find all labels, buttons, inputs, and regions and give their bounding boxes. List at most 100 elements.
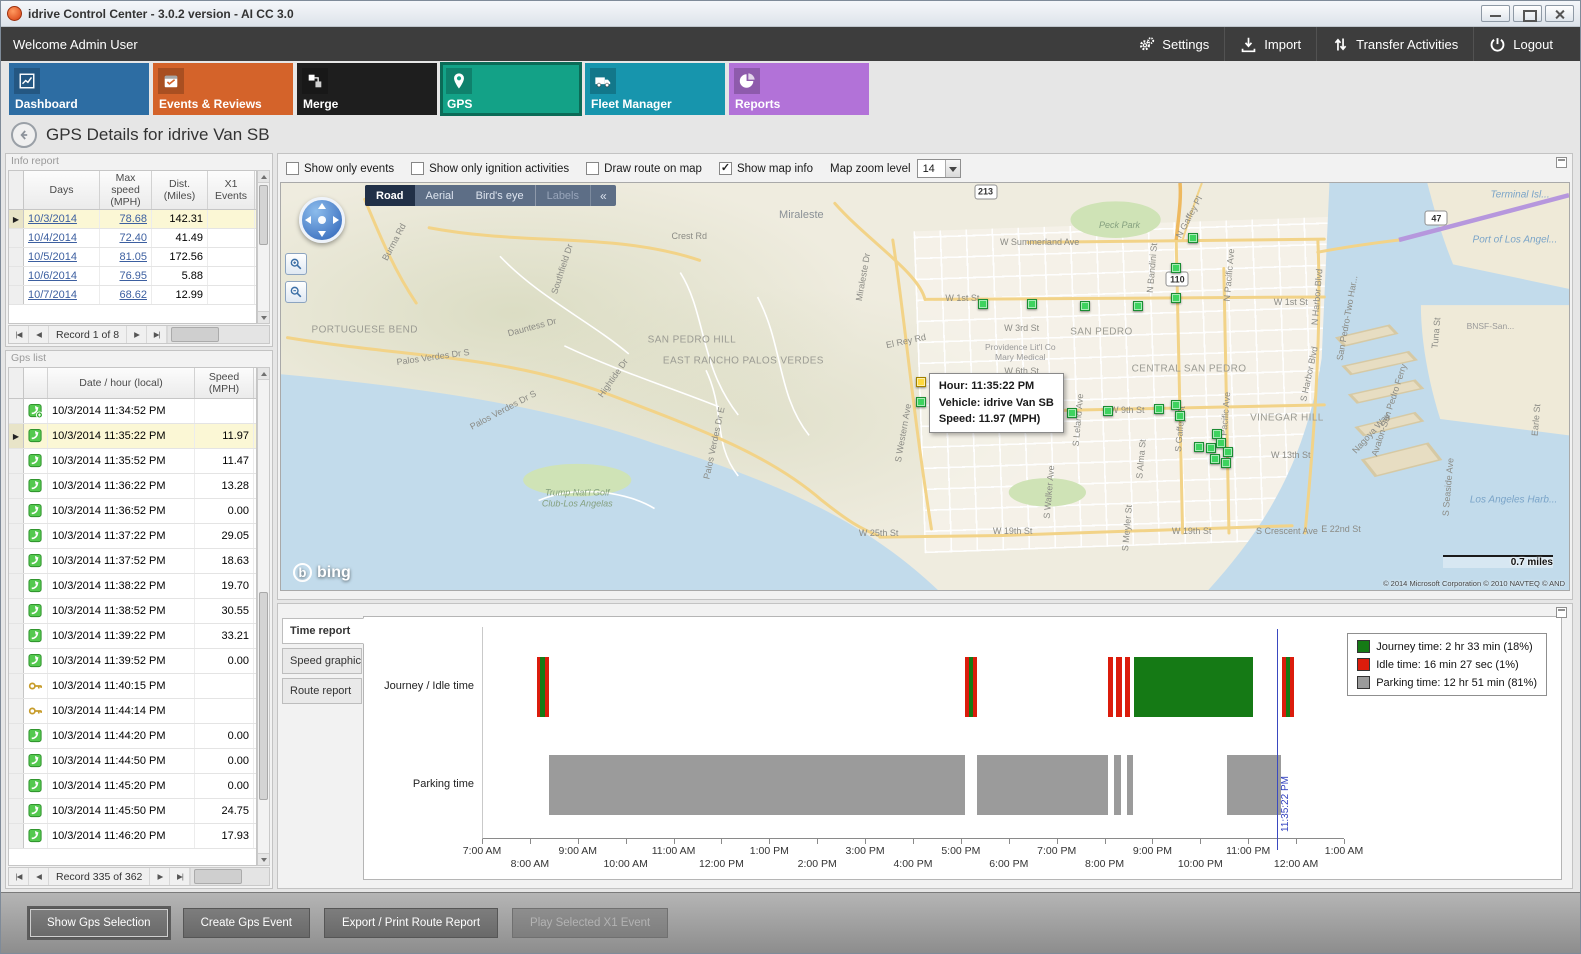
- days-cell[interactable]: 10/3/2014: [24, 210, 100, 228]
- gps-marker[interactable]: [1171, 293, 1182, 304]
- zoom-out-button[interactable]: [285, 281, 307, 303]
- map-zoom-select[interactable]: 14: [916, 159, 961, 178]
- minimize-button[interactable]: [1481, 5, 1510, 22]
- back-button[interactable]: [11, 122, 37, 148]
- gps-marker[interactable]: [916, 396, 927, 407]
- list-item[interactable]: 10/3/2014 11:44:50 PM 0.00: [9, 749, 256, 774]
- max-speed-cell[interactable]: 81.05: [100, 248, 152, 266]
- gps-list-vscrollbar[interactable]: [257, 367, 270, 866]
- first-record-button[interactable]: |◀: [9, 868, 29, 885]
- time-cursor-line[interactable]: [1276, 629, 1278, 850]
- list-item[interactable]: 10/3/2014 11:38:22 PM 19.70: [9, 574, 256, 599]
- chevron-down-icon[interactable]: [944, 160, 960, 177]
- chart-tab-speed-graphic[interactable]: Speed graphic: [282, 648, 362, 674]
- scroll-thumb[interactable]: [171, 327, 220, 342]
- nav-tile-events-reviews[interactable]: Events & Reviews: [153, 63, 293, 115]
- expand-panel-icon[interactable]: [1556, 607, 1567, 618]
- table-row[interactable]: 10/6/2014 76.95 5.88: [9, 267, 256, 286]
- nav-tile-dashboard[interactable]: Dashboard: [9, 63, 149, 115]
- column-header-x1-events[interactable]: X1 Events: [208, 171, 255, 209]
- list-item[interactable]: 10/3/2014 11:36:52 PM 0.00: [9, 499, 256, 524]
- column-header-speed-mph[interactable]: Speed (MPH): [195, 368, 254, 398]
- gps-marker[interactable]: [1194, 442, 1205, 453]
- pan-east-icon[interactable]: [333, 216, 339, 224]
- header-action-logout[interactable]: Logout: [1473, 27, 1568, 61]
- checkbox-icon[interactable]: [586, 162, 600, 175]
- scroll-up-icon[interactable]: [258, 171, 269, 183]
- expand-panel-icon[interactable]: [1556, 157, 1567, 168]
- gps-marker[interactable]: [1187, 233, 1198, 244]
- gps-marker[interactable]: [1079, 300, 1090, 311]
- table-row[interactable]: 10/5/2014 81.05 172.56: [9, 248, 256, 267]
- map-style-tab-aerial[interactable]: Aerial: [425, 189, 454, 202]
- list-item[interactable]: 10/3/2014 11:36:22 PM 13.28: [9, 474, 256, 499]
- nav-tile-merge[interactable]: Merge: [297, 63, 437, 115]
- column-header-days[interactable]: Days: [24, 171, 100, 209]
- list-item[interactable]: 10/3/2014 11:39:22 PM 33.21: [9, 624, 256, 649]
- list-item[interactable]: 10/3/2014 11:38:52 PM 30.55: [9, 599, 256, 624]
- scroll-up-icon[interactable]: [258, 368, 269, 380]
- max-speed-cell[interactable]: 72.40: [100, 229, 152, 247]
- header-action-transfer-activities[interactable]: Transfer Activities: [1316, 27, 1473, 61]
- map-compass[interactable]: [299, 197, 345, 243]
- gps-marker[interactable]: [1154, 404, 1165, 415]
- pan-south-icon[interactable]: [318, 231, 326, 237]
- last-record-button[interactable]: ▶|: [170, 868, 191, 885]
- nav-tile-fleet-manager[interactable]: Fleet Manager: [585, 63, 725, 115]
- gps-marker[interactable]: [1066, 408, 1077, 419]
- column-header-max-speed-mph[interactable]: Max speed (MPH): [100, 171, 152, 209]
- footer-button-export-print-route-report[interactable]: Export / Print Route Report: [323, 908, 499, 938]
- list-item[interactable]: 10/3/2014 11:34:52 PM: [9, 399, 256, 424]
- map-style-tab-bird-s-eye[interactable]: Bird's eye: [475, 189, 524, 202]
- list-item[interactable]: ▶ 10/3/2014 11:35:22 PM 11.97: [9, 424, 256, 449]
- list-item[interactable]: 10/3/2014 11:40:15 PM: [9, 674, 256, 699]
- list-item[interactable]: 10/3/2014 11:37:22 PM 29.05: [9, 524, 256, 549]
- last-record-button[interactable]: ▶|: [147, 326, 168, 343]
- nav-tile-reports[interactable]: Reports: [729, 63, 869, 115]
- days-cell[interactable]: 10/7/2014: [24, 286, 100, 304]
- list-item[interactable]: 10/3/2014 11:44:20 PM 0.00: [9, 724, 256, 749]
- days-cell[interactable]: 10/5/2014: [24, 248, 100, 266]
- checkbox-show-only-events[interactable]: Show only events: [286, 162, 394, 175]
- list-item[interactable]: 10/3/2014 11:45:20 PM 0.00: [9, 774, 256, 799]
- column-header-date-hour-local[interactable]: Date / hour (local): [48, 368, 195, 398]
- list-item[interactable]: 10/3/2014 11:35:52 PM 11.47: [9, 449, 256, 474]
- pan-west-icon[interactable]: [305, 216, 311, 224]
- table-row[interactable]: 10/7/2014 68.62 12.99: [9, 286, 256, 305]
- gps-marker[interactable]: [1221, 457, 1232, 468]
- checkbox-icon[interactable]: [286, 162, 299, 175]
- prev-record-button[interactable]: ◀: [29, 868, 49, 885]
- list-item[interactable]: 10/3/2014 11:45:50 PM 24.75: [9, 799, 256, 824]
- scroll-down-icon[interactable]: [258, 853, 269, 865]
- column-header-dist-miles[interactable]: Dist. (Miles): [152, 171, 208, 209]
- chart-tab-route-report[interactable]: Route report: [282, 678, 362, 704]
- close-button[interactable]: [1545, 5, 1574, 22]
- checkbox-draw-route-on-map[interactable]: Draw route on map: [586, 162, 702, 175]
- gps-marker[interactable]: [977, 299, 988, 310]
- days-cell[interactable]: 10/6/2014: [24, 267, 100, 285]
- checkbox-icon[interactable]: [411, 162, 425, 175]
- collapse-map-bar-button[interactable]: «: [590, 185, 616, 206]
- gps-marker[interactable]: [1132, 300, 1143, 311]
- gps-marker[interactable]: [1216, 438, 1227, 449]
- checkbox-show-only-ignition-activities[interactable]: Show only ignition activities: [411, 162, 569, 175]
- list-item[interactable]: 10/3/2014 11:37:52 PM 18.63: [9, 549, 256, 574]
- header-action-import[interactable]: Import: [1224, 27, 1316, 61]
- gps-marker[interactable]: [1171, 263, 1182, 274]
- gps-marker[interactable]: [1026, 299, 1037, 310]
- pan-north-icon[interactable]: [318, 203, 326, 209]
- list-item[interactable]: 10/3/2014 11:39:52 PM 0.00: [9, 649, 256, 674]
- days-cell[interactable]: 10/4/2014: [24, 229, 100, 247]
- nav-tile-gps[interactable]: GPS: [441, 63, 581, 115]
- gps-marker[interactable]: [1209, 454, 1220, 465]
- max-speed-cell[interactable]: 76.95: [100, 267, 152, 285]
- zoom-in-button[interactable]: [285, 253, 307, 275]
- next-record-button[interactable]: ▶: [127, 326, 148, 343]
- gps-marker-selected[interactable]: [916, 377, 927, 388]
- maximize-button[interactable]: [1513, 5, 1542, 22]
- list-item[interactable]: 10/3/2014 11:44:14 PM: [9, 699, 256, 724]
- list-item[interactable]: 10/3/2014 11:46:20 PM 17.93: [9, 824, 256, 849]
- map-style-tab-labels[interactable]: Labels: [534, 185, 590, 206]
- scroll-down-icon[interactable]: [258, 311, 269, 323]
- gps-marker[interactable]: [1222, 447, 1233, 458]
